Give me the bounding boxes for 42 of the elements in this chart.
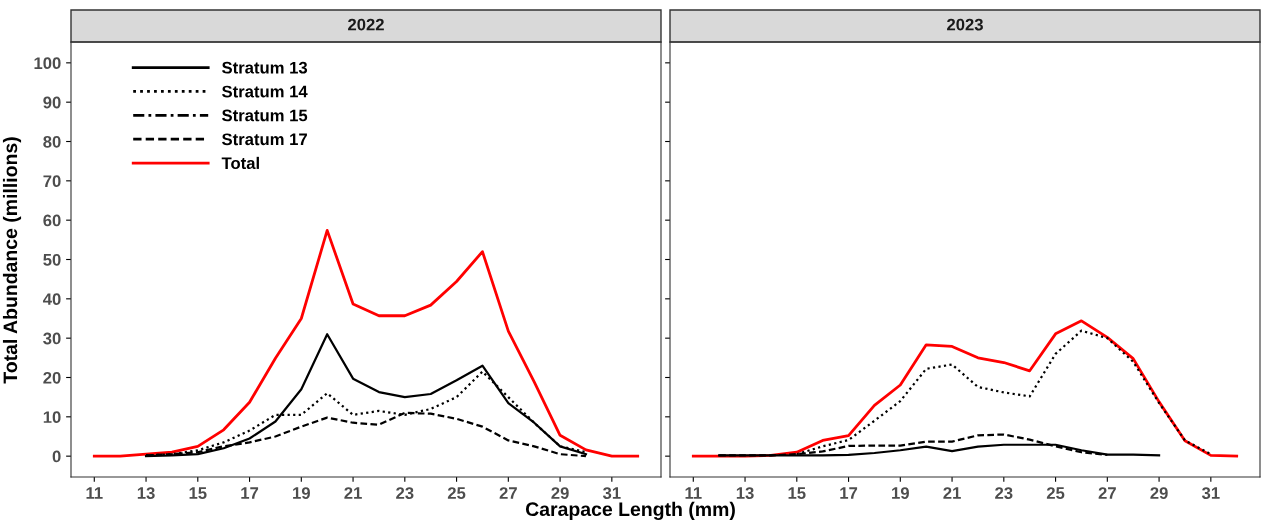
- x-tick-label: 15: [788, 487, 806, 499]
- x-tick-label: 19: [293, 487, 310, 499]
- x-axis-title: Carapace Length (mm): [525, 501, 735, 520]
- chart-title: 2023: [947, 18, 983, 31]
- x-tick-label: 29: [551, 487, 569, 499]
- x-tick-label: 25: [1046, 487, 1065, 499]
- x-tick-label: 17: [241, 487, 259, 499]
- y-axis-title: Total Abundance (millions): [2, 137, 22, 384]
- x-tick-label: 23: [396, 487, 414, 499]
- legend-label: Stratum 15: [222, 109, 308, 122]
- y-tick-label: 50: [43, 253, 61, 266]
- legend-label: Stratum 14: [222, 85, 308, 98]
- x-tick-label: 11: [86, 487, 103, 499]
- y-tick-label: 100: [34, 57, 61, 70]
- y-tick-label: 20: [43, 371, 61, 384]
- x-tick-label: 17: [840, 487, 858, 499]
- x-tick-label: 27: [499, 487, 517, 499]
- y-tick-label: 30: [43, 332, 61, 345]
- y-tick-label: 70: [43, 175, 61, 188]
- y-tick-label: 40: [42, 293, 61, 306]
- x-tick-label: 23: [995, 487, 1013, 499]
- x-tick-label: 27: [1098, 487, 1116, 499]
- y-tick-label: 10: [43, 411, 61, 424]
- y-tick-label: 80: [43, 135, 61, 148]
- legend-label: Stratum 13: [222, 61, 308, 74]
- legend-label: Total: [221, 156, 259, 170]
- y-tick-label: 90: [43, 96, 61, 109]
- x-tick-label: 31: [602, 487, 621, 499]
- y-tick-label: 0: [52, 450, 61, 463]
- x-tick-label: 11: [685, 487, 702, 499]
- x-tick-label: 29: [1150, 487, 1168, 499]
- legend-label: Stratum 17: [222, 133, 307, 146]
- chart-title: 2022: [348, 18, 384, 31]
- x-tick-label: 31: [1201, 487, 1220, 499]
- x-tick-label: 13: [137, 487, 155, 499]
- x-tick-label: 15: [189, 487, 207, 499]
- x-tick-label: 25: [447, 487, 466, 499]
- x-tick-label: 13: [736, 487, 754, 499]
- x-tick-label: 19: [892, 487, 909, 499]
- y-tick-label: 60: [43, 214, 61, 227]
- x-tick-label: 21: [344, 487, 362, 499]
- x-tick-label: 21: [943, 487, 961, 499]
